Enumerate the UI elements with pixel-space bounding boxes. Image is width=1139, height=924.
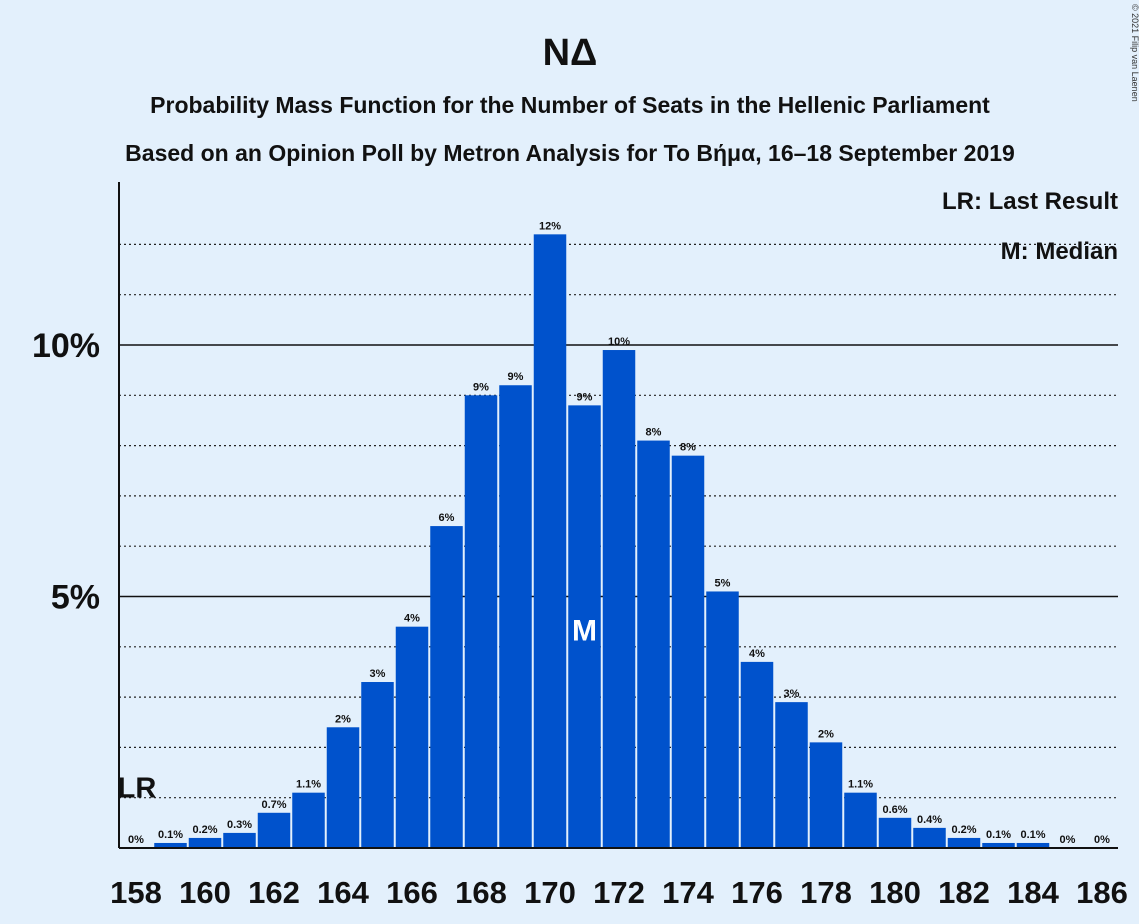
- data-label-177: 3%: [784, 688, 800, 700]
- bar-167: [430, 526, 463, 848]
- x-tick-label: 182: [938, 875, 990, 910]
- copyright-note: © 2021 Filip van Laenen: [1130, 4, 1139, 102]
- data-label-175: 5%: [715, 577, 731, 589]
- bar-175: [706, 591, 739, 848]
- bar-173: [637, 440, 670, 848]
- data-labels: 0% 0.1% 0.2% 0.3% 0.7% 1.1% 2% 3% 4% 6% 9% 9% 12% 9% 1…: [118, 220, 1111, 846]
- data-label-182: 0.2%: [951, 824, 976, 836]
- data-label-178: 2%: [818, 728, 834, 740]
- data-label-171: 9%: [577, 391, 593, 403]
- x-tick-label: 174: [662, 875, 714, 910]
- data-label-173: 8%: [646, 427, 662, 439]
- chart-subtitle-1: Probability Mass Function for the Number…: [150, 92, 990, 118]
- bar-161: [223, 832, 256, 848]
- data-label-179: 1.1%: [848, 779, 873, 791]
- chart-subtitle-2: Based on an Opinion Poll by Metron Analy…: [125, 140, 1015, 166]
- bar-165: [361, 682, 394, 848]
- bars: [154, 234, 1050, 849]
- median-marker: M: [572, 615, 597, 648]
- data-label-176: 4%: [749, 648, 765, 660]
- grid-lines: [119, 243, 1118, 799]
- bar-177: [775, 702, 808, 848]
- data-label-181: 0.4%: [917, 814, 942, 826]
- bar-159: [154, 842, 187, 848]
- bar-179: [844, 792, 877, 848]
- data-label-161: 0.3%: [227, 819, 252, 831]
- data-label-174: 8%: [680, 442, 696, 454]
- bar-168: [464, 395, 498, 848]
- data-label-169: 9%: [508, 371, 524, 383]
- bar-166: [395, 626, 429, 848]
- x-tick-label: 168: [455, 875, 507, 910]
- data-label-167: 6%: [439, 512, 455, 524]
- data-label-165: 3%: [370, 668, 386, 680]
- bar-178: [809, 742, 843, 848]
- data-label-170: 12%: [539, 220, 561, 232]
- last-result-marker: LR: [118, 773, 157, 805]
- chart-title: ΝΔ: [543, 32, 598, 74]
- x-tick-label: 176: [731, 875, 783, 910]
- bar-181: [913, 827, 946, 848]
- bar-170: [533, 234, 567, 849]
- data-label-160: 0.2%: [192, 824, 217, 836]
- bar-184: [1016, 842, 1050, 848]
- data-label-180: 0.6%: [882, 804, 907, 816]
- bar-174: [671, 455, 705, 848]
- data-label-172: 10%: [608, 336, 630, 348]
- bar-182: [947, 837, 981, 848]
- bar-163: [292, 792, 325, 848]
- data-label-162: 0.7%: [261, 799, 286, 811]
- axes: 5% 10% 158 160 162 164 166 168 170 172 174 176 178 18…: [32, 182, 1128, 910]
- data-label-166: 4%: [404, 613, 420, 625]
- y-tick-label: 5%: [51, 579, 100, 617]
- x-tick-label: 166: [386, 875, 438, 910]
- bar-169: [499, 385, 532, 848]
- bar-172: [602, 350, 636, 848]
- legend-median: M: Median: [1001, 238, 1118, 265]
- legend-last-result: LR: Last Result: [942, 188, 1118, 215]
- x-tick-label: 178: [800, 875, 852, 910]
- x-tick-label: 172: [593, 875, 645, 910]
- data-label-164: 2%: [335, 713, 351, 725]
- y-tick-label: 10%: [32, 327, 100, 365]
- x-tick-label: 180: [869, 875, 921, 910]
- data-label-163: 1.1%: [296, 779, 321, 791]
- x-tick-label: 158: [110, 875, 162, 910]
- bar-183: [982, 842, 1015, 848]
- data-label-168: 9%: [473, 381, 489, 393]
- x-tick-label: 162: [248, 875, 300, 910]
- data-label-184: 0.1%: [1020, 829, 1045, 841]
- data-label-159: 0.1%: [158, 829, 183, 841]
- bar-162: [257, 812, 291, 848]
- data-label-185: 0%: [1060, 834, 1076, 846]
- bar-176: [740, 661, 774, 848]
- bar-180: [878, 817, 912, 848]
- x-tick-label: 186: [1076, 875, 1128, 910]
- x-tick-label: 184: [1007, 875, 1059, 910]
- bar-160: [188, 837, 222, 848]
- data-label-186: 0%: [1094, 834, 1110, 846]
- x-tick-label: 160: [179, 875, 231, 910]
- data-label-183: 0.1%: [986, 829, 1011, 841]
- bar-164: [326, 727, 360, 848]
- x-tick-label: 170: [524, 875, 576, 910]
- x-tick-label: 164: [317, 875, 369, 910]
- bar-171: [568, 405, 601, 848]
- data-label-158: 0%: [128, 834, 144, 846]
